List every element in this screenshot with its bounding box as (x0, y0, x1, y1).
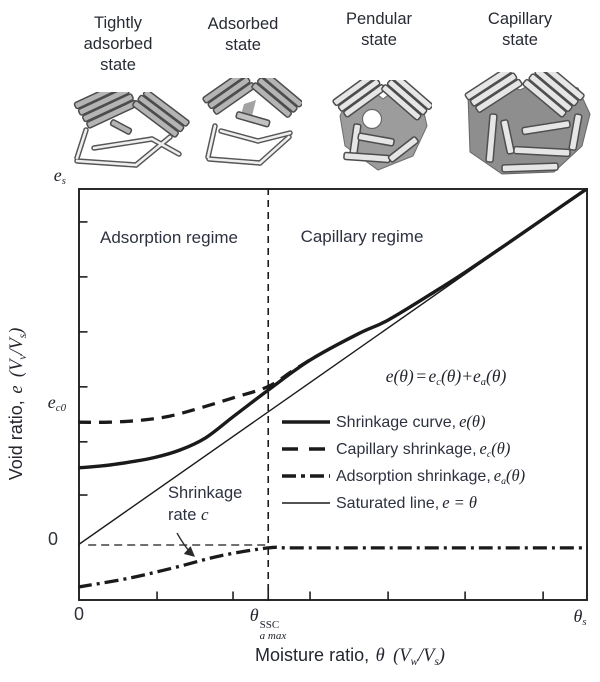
adsorption-regime-label: Adsorption regime (100, 228, 238, 247)
state-label-capillary: Capillary state (487, 10, 553, 49)
plot-border (78, 188, 588, 601)
plot-frame-group (78, 188, 588, 601)
legend-line-thick-dashed (282, 446, 330, 451)
shrinkage-rate-arrow (176, 532, 195, 557)
legend-line-dash-dot (282, 473, 330, 478)
curve-thick_solid (78, 188, 588, 470)
legend-line-thick-solid (282, 419, 330, 424)
shrinkage-rate-annotation: Shrinkage rate c (168, 484, 243, 524)
x-axis-title: Moisture ratio, θ (Vw/Vs) (255, 645, 445, 668)
legend-line-thin-solid (282, 501, 330, 504)
y-tick-e-s: es (53, 165, 66, 188)
legend-item-capillary-shrinkage: Capillary shrinkage, ec(θ) (281, 435, 525, 462)
x-tick-theta-a-max: θ SSC a max (249, 605, 287, 642)
y-axis-title: Void ratio, e (Vv/Vs) (6, 327, 29, 481)
state-label-tightly-adsorbed: Tightly adsorbed state (83, 14, 153, 74)
pendular-state-illustration (332, 80, 432, 171)
legend-item-saturated-line: Saturated line, e = θ (281, 489, 525, 516)
legend-item-adsorption-shrinkage: Adsorption shrinkage, ea(θ) (281, 462, 525, 489)
state-label-pendular: Pendular state (345, 10, 413, 49)
legend-item-shrinkage-curve: Shrinkage curve, e(θ) (281, 408, 525, 435)
curve-dash_dot (78, 545, 588, 589)
state-label-adsorbed: Adsorbed state (207, 15, 279, 54)
adsorbed-state-illustration (202, 78, 302, 166)
air-bubble (361, 108, 383, 130)
capillary-regime-label: Capillary regime (300, 227, 424, 246)
decomposition-equation: e(θ) = ec(θ)+ea(θ) (385, 366, 507, 389)
y-tick-zero: 0 (47, 529, 58, 549)
capillary-state-illustration (464, 72, 591, 175)
tightly-adsorbed-state-illustration (73, 92, 190, 168)
curve-thick_dashed (78, 356, 314, 424)
plot-curves (78, 188, 588, 601)
legend: Shrinkage curve, e(θ) Capillary shrinkage… (281, 408, 525, 516)
y-tick-e-c0: ec0 (47, 392, 66, 415)
x-tick-theta-s: θs (573, 606, 587, 629)
plot-area: Adsorption regime Capillary regime e(θ) … (78, 188, 588, 601)
x-tick-zero: 0 (73, 604, 84, 624)
